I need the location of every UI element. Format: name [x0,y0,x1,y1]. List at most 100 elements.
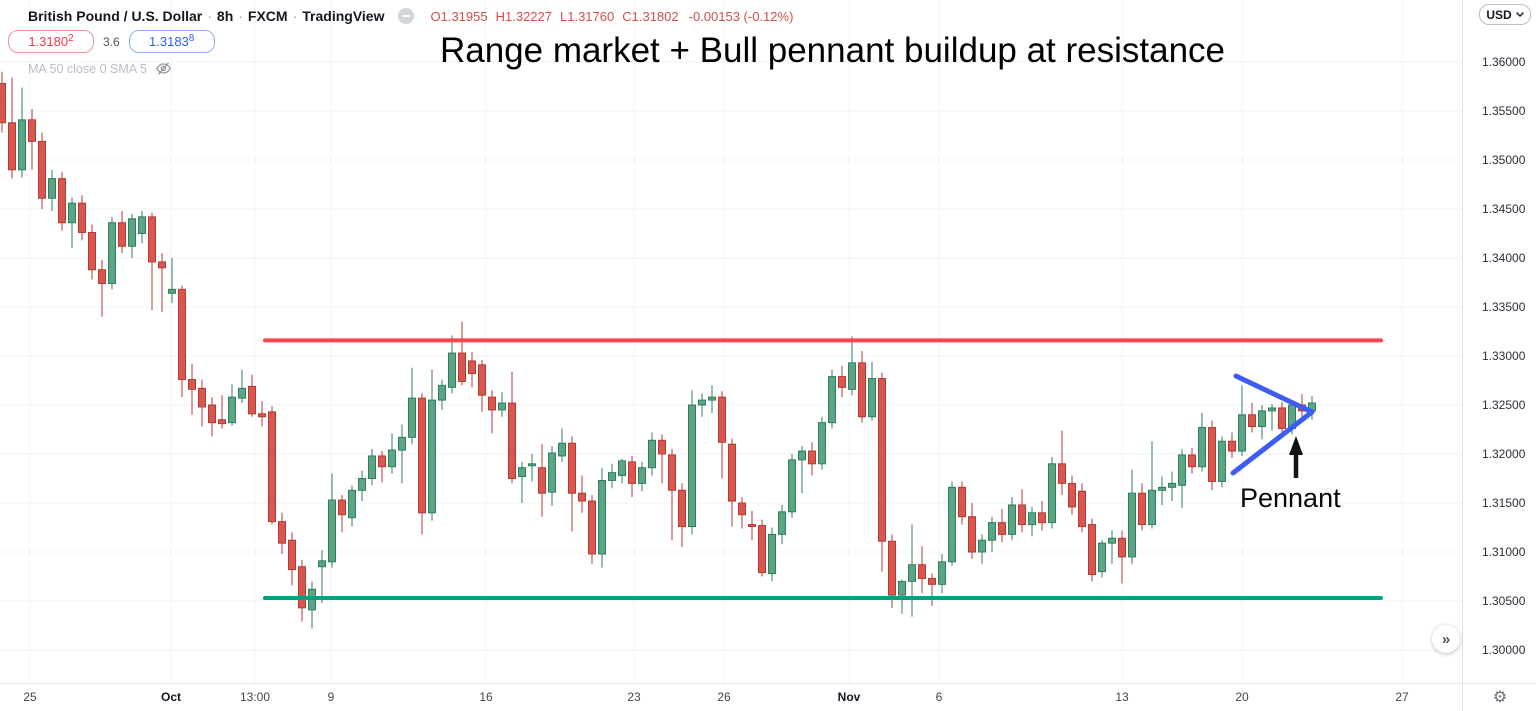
candle-down [858,362,866,418]
pennant-trendline[interactable] [1233,373,1315,415]
chevron-down-icon [1515,12,1524,17]
candle-up [948,486,956,563]
candle-down [1138,492,1146,526]
axis-settings-cell: ⚙ [1462,684,1536,711]
time-tick-label: Oct [160,690,182,704]
candle-up [528,463,536,467]
candle-up [708,396,716,401]
candle-down [38,140,46,199]
candle-up [688,404,696,528]
time-tick-label: 6 [935,690,943,704]
candle-down [268,411,276,523]
candle-up [1008,504,1016,535]
separator-dot: · [238,8,243,24]
candle-up [68,202,76,224]
candle-down [288,539,296,571]
candle-down [468,360,476,375]
candle-down [488,396,496,411]
candle-up [168,288,176,294]
open-value: O1.31955 [430,8,488,24]
eye-off-icon[interactable] [155,60,172,77]
ask-price-button[interactable]: 1.3183 8 [128,30,215,53]
currency-dropdown[interactable]: USD [1479,4,1531,25]
candle-down [248,385,256,415]
candle-up [368,455,376,479]
settings-gear-icon[interactable]: ⚙ [1492,688,1508,706]
price-axis[interactable]: USD 1.36000 1.35500 1.35000 1.34500 1.34000 1… [1462,0,1536,683]
price-tick-label: 1.31000 [1482,545,1526,559]
candle-down [1188,454,1196,468]
candle-down [1118,537,1126,558]
candle-up [638,467,646,484]
pennant-trendline[interactable] [1230,409,1315,476]
candle-up [908,564,916,582]
candle-down [148,216,156,263]
time-tick-label: 23 [627,690,641,704]
candle-up [558,442,566,457]
price-tick-label: 1.30500 [1482,594,1526,608]
candle-down [208,404,216,424]
candle-up [1178,454,1186,486]
chart-title-annotation: Range market + Bull pennant buildup at r… [439,31,1226,70]
candle-down [418,397,426,514]
candle-up [1048,463,1056,524]
price-tick-label: 1.32500 [1482,398,1526,412]
separator-dot: · [207,8,212,24]
price-tick-label: 1.33000 [1482,349,1526,363]
indicator-label: MA 50 close 0 SMA 5 [28,61,147,76]
low-value: L1.31760 [560,8,615,24]
collapse-legend-button[interactable] [398,8,415,24]
price-tick-label: 1.36000 [1482,55,1526,69]
candle-down [1278,407,1286,430]
candle-down [118,222,126,247]
candle-up [618,460,626,477]
candle-down [1068,482,1076,508]
candle-up [778,511,786,535]
candle-up [518,467,526,478]
candle-up [18,119,26,171]
candle-down [578,492,586,502]
candle-up [328,499,336,563]
time-tick-label: 9 [327,690,335,704]
candle-down [748,524,756,528]
spread-value: 3.6 [103,34,120,49]
candle-up [1218,440,1226,482]
candle-down [8,122,16,171]
candle-up [798,450,806,461]
candle-up [358,478,366,491]
candle-up [1168,482,1176,488]
bid-price-button[interactable]: 1.3180 2 [8,30,94,53]
candle-down [668,454,676,491]
candle-down [458,352,466,382]
chart-canvas[interactable] [0,0,1462,683]
change-value: -0.00153 (-0.12%) [688,8,794,24]
scroll-to-recent-button[interactable]: » [1432,625,1460,653]
pennant-label: Pennant [1240,483,1341,513]
candle-down [968,516,976,553]
candle-down [928,577,936,585]
candle-down [678,489,686,528]
ohlc-legend: O1.31955 H1.32227 L1.31760 C1.31802 -0.0… [430,9,793,24]
candle-down [1228,440,1236,452]
candle-down [628,461,636,484]
candle-down [1078,490,1086,528]
candle-down [478,364,486,396]
candle-down [1018,504,1026,526]
candle-down [658,439,666,455]
interval-label: 8h [216,8,234,24]
time-tick-label: 20 [1235,690,1249,704]
candle-down [568,442,576,494]
candle-down [728,443,736,502]
candle-down [1058,463,1066,484]
candle-up [228,396,236,424]
price-tick-label: 1.35500 [1482,104,1526,118]
time-axis[interactable]: ⚙ 25 Oct 13:00 9 16 23 26 Nov 6 13 20 27 [0,683,1536,711]
candle-up [1128,492,1136,558]
candle-down [98,269,106,284]
candle-down [78,202,86,234]
quote-row: 1.3180 2 3.6 1.3183 8 [8,30,215,53]
price-tick-label: 1.32000 [1482,447,1526,461]
candle-up [788,459,796,513]
candle-up [138,216,146,234]
